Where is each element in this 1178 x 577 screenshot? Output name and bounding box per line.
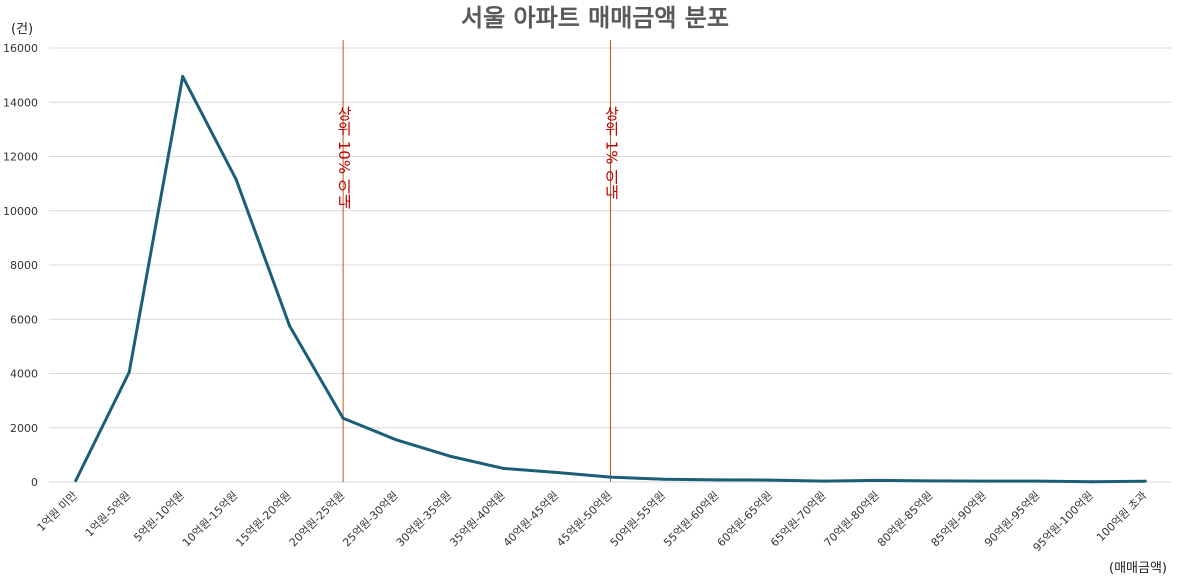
data-point	[448, 454, 452, 458]
data-point	[395, 438, 399, 442]
x-tick-label: 10억원-15억원	[180, 489, 240, 549]
x-tick-label: 1억원-5억원	[83, 489, 134, 540]
y-tick-label: 4000	[10, 368, 38, 381]
x-tick-label: 85억원-90억원	[929, 489, 989, 549]
y-tick-label: 10000	[3, 205, 38, 218]
chart-title: 서울 아파트 매매금액 분포	[461, 4, 729, 32]
y-axis-ticks: 0 2000 4000 6000 8000 10000 12000 14000 16000	[3, 42, 38, 489]
data-point	[234, 178, 238, 182]
data-point	[1143, 479, 1147, 483]
data-point	[555, 471, 559, 475]
data-point	[74, 479, 78, 483]
y-tick-label: 0	[31, 476, 38, 489]
data-point	[127, 370, 131, 374]
x-tick-label: 65억원-70억원	[768, 489, 828, 549]
x-axis-unit: (매매금액)	[1109, 561, 1167, 576]
x-tick-label: 50억원-55억원	[608, 489, 668, 549]
x-tick-label: 40억원-45억원	[501, 489, 561, 549]
data-point	[769, 478, 773, 482]
x-tick-label: 35억원-40억원	[447, 489, 507, 549]
data-point	[715, 478, 719, 482]
y-tick-label: 16000	[3, 42, 38, 55]
data-point	[822, 479, 826, 483]
x-tick-label: 90억원-95억원	[982, 489, 1042, 549]
y-tick-label: 2000	[10, 422, 38, 435]
annotation-label: 상위 1% 이내	[603, 106, 621, 200]
x-tick-label: 1억원 미만	[35, 489, 80, 534]
data-point	[609, 475, 612, 479]
y-tick-label: 8000	[10, 259, 38, 272]
series-group	[74, 74, 1147, 484]
x-tick-label: 30억원-35억원	[394, 489, 454, 549]
data-point	[662, 477, 666, 481]
x-tick-label: 5억원-10억원	[131, 489, 186, 544]
x-tick-label: 15억원-20억원	[233, 489, 293, 549]
x-tick-label: 25억원-30억원	[340, 489, 400, 549]
x-tick-label: 70억원-80억원	[822, 489, 882, 549]
data-point	[876, 478, 880, 482]
data-point	[929, 479, 933, 483]
data-point	[983, 479, 987, 483]
data-point	[181, 74, 185, 78]
data-point	[1090, 480, 1094, 484]
y-tick-label: 6000	[10, 313, 38, 326]
y-tick-label: 14000	[3, 96, 38, 109]
x-tick-label: 45억원-50억원	[554, 489, 614, 549]
x-tick-label: 100억원 초과	[1094, 489, 1149, 544]
x-tick-label: 80억원-85억원	[875, 489, 935, 549]
x-axis-ticks: 1억원 미만 1억원-5억원5억원-10억원10억원-15억원15억원-20억원2…	[35, 489, 1150, 554]
x-tick-label: 20억원-25억원	[287, 489, 347, 549]
x-tick-label: 60억원-65억원	[715, 489, 775, 549]
y-axis-unit: (건)	[11, 22, 33, 37]
data-point	[1036, 479, 1040, 483]
data-point	[502, 466, 506, 470]
annotation-label: 상위 10% 이내	[335, 106, 353, 209]
annotations: 상위 10% 이내 상위 1% 이내	[335, 40, 621, 482]
data-point	[288, 324, 292, 328]
data-point	[341, 416, 345, 420]
y-tick-label: 12000	[3, 151, 38, 164]
x-tick-label: 55억원-60억원	[661, 489, 721, 549]
